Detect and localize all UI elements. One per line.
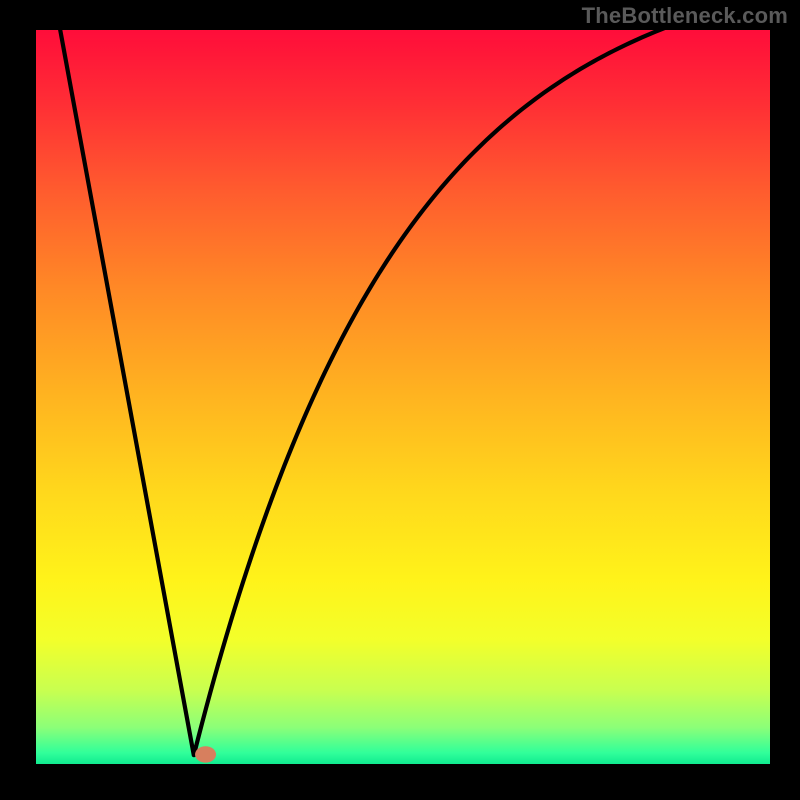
optimal-point-marker — [195, 746, 216, 762]
attribution-label: TheBottleneck.com — [582, 3, 788, 29]
curve-layer — [36, 30, 770, 764]
plot-area — [36, 30, 770, 764]
chart-stage: TheBottleneck.com — [0, 0, 800, 800]
bottleneck-curve — [60, 30, 770, 755]
